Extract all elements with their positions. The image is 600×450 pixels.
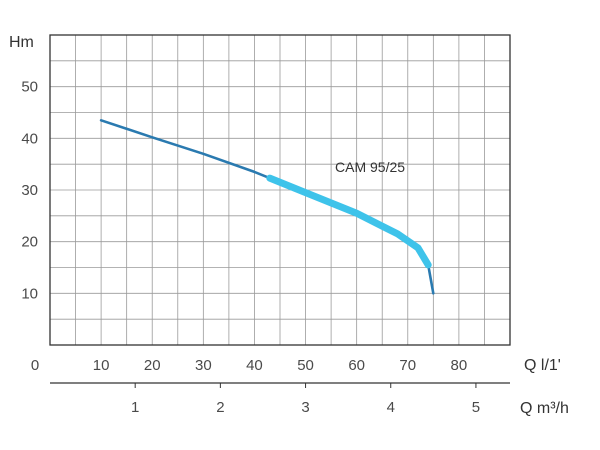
x2-tick-label: 5 [472,399,480,416]
x-tick-label: 80 [451,357,468,374]
y-axis-title: Hm [9,34,34,51]
y-tick-label: 50 [21,79,38,96]
x-tick-label: 30 [195,357,212,374]
series-label: CAM 95/25 [335,159,405,175]
x-tick-label: 50 [297,357,314,374]
axes [49,34,511,388]
x-tick-label: 20 [144,357,161,374]
x2-tick-label: 3 [301,399,309,416]
x-tick-label: 60 [348,357,365,374]
grid [50,35,510,345]
x-axis-title: Q l/1' [524,357,561,374]
x-tick-label: 70 [399,357,416,374]
x2-tick-label: 2 [216,399,224,416]
y-tick-label: 10 [21,285,38,302]
y-tick-label: 30 [21,182,38,199]
x-tick-label: 10 [93,357,110,374]
plot-frame [49,34,511,346]
x-tick-label: 40 [246,357,263,374]
x2-tick-label: 4 [387,399,395,416]
y-tick-label: 20 [21,234,38,251]
tick-labels: 1 2 3 4 5 10 20 30 40 50 60 70 80 10 20 30 40 50 [21,79,480,416]
series-highlight-band [266,174,432,269]
x-zero-label: 0 [31,357,39,374]
x2-tick-label: 1 [131,399,139,416]
series-layer [99,119,435,295]
x2-axis-title: Q m³/h [520,400,569,417]
y-tick-label: 40 [21,130,38,147]
